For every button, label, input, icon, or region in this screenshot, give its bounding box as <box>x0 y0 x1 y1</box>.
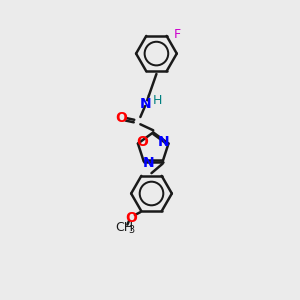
Text: F: F <box>173 28 181 41</box>
Text: O: O <box>126 211 138 225</box>
Text: O: O <box>115 112 127 125</box>
Text: CH: CH <box>115 221 133 234</box>
Text: 3: 3 <box>129 225 135 235</box>
Text: N: N <box>158 136 169 149</box>
Text: N: N <box>139 97 151 110</box>
Text: N: N <box>143 156 154 170</box>
Text: H: H <box>152 94 162 107</box>
Text: O: O <box>137 136 148 149</box>
